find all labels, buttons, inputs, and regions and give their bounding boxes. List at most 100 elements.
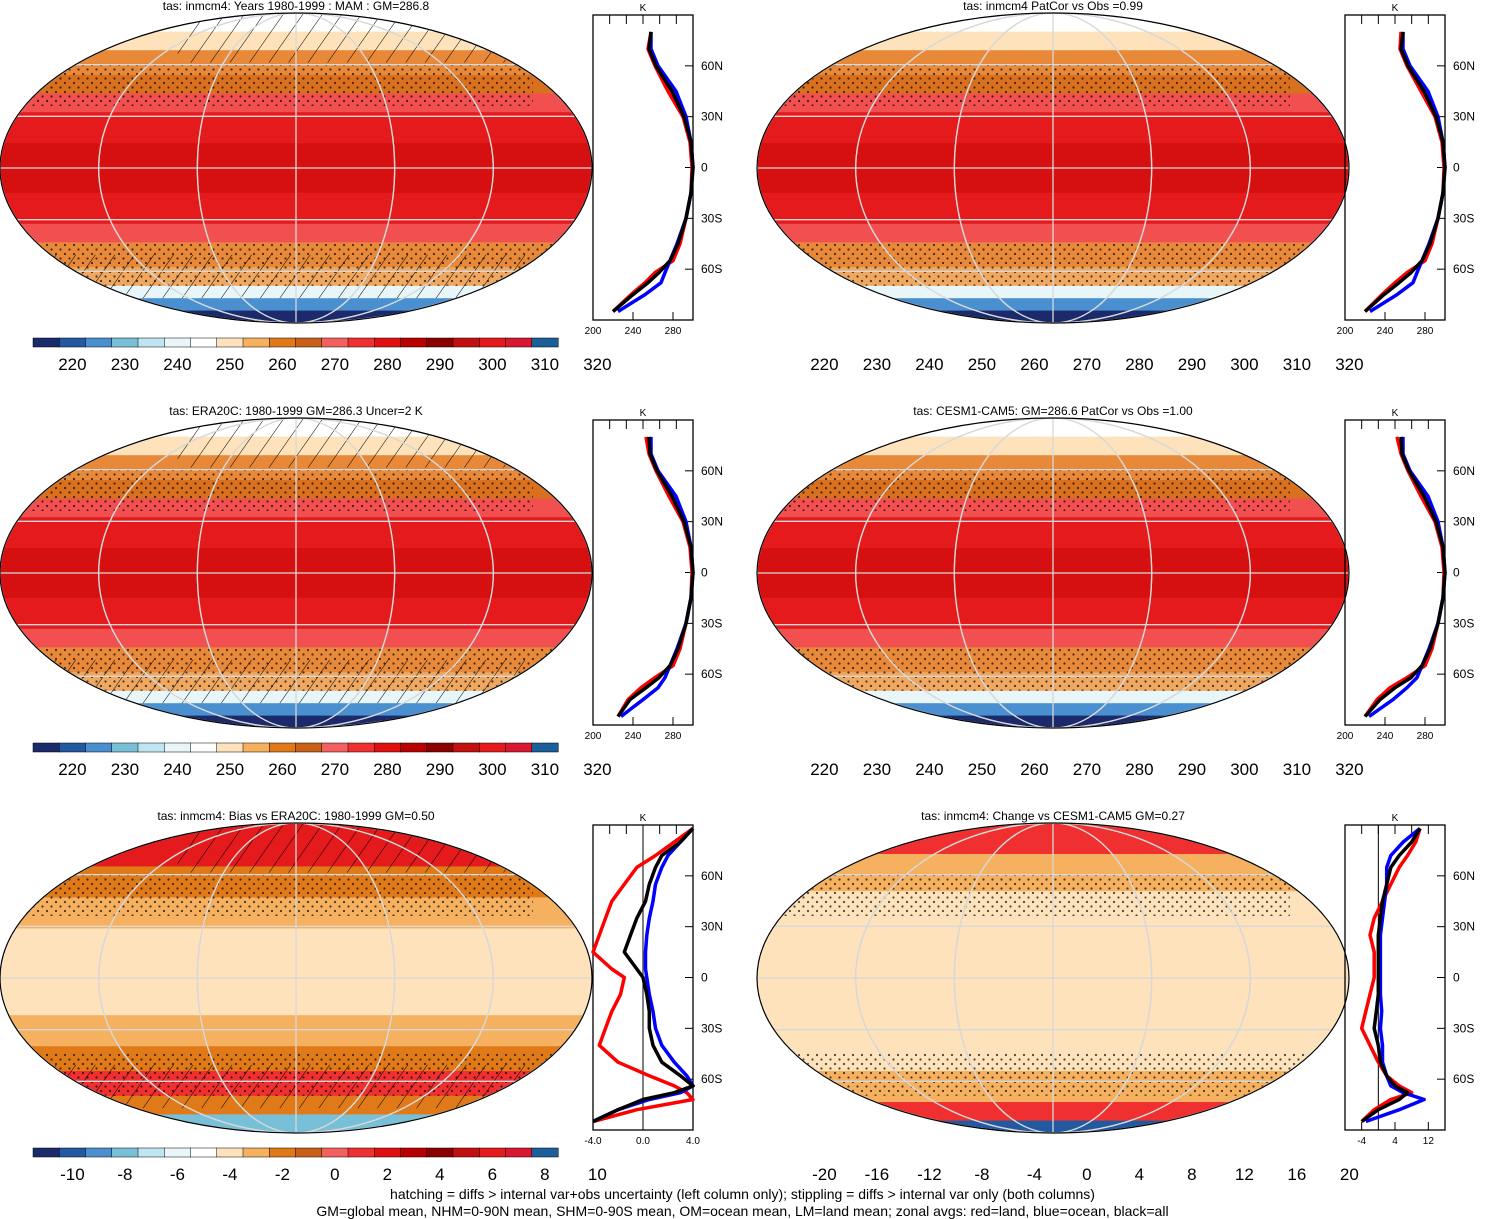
colorbar-swatch — [137, 1147, 165, 1158]
graticule-lon — [855, 418, 1251, 728]
zonal-series-ocean — [1369, 31, 1447, 313]
colorbar-tick-label: 290 — [1178, 760, 1206, 779]
colorbar-tick-label: 240 — [915, 760, 943, 779]
colorbar-swatch — [85, 1147, 113, 1158]
colorbar-tick-label: 230 — [863, 355, 891, 374]
colorbar-tick-label: 16 — [1287, 1165, 1306, 1184]
zonal-series-land — [616, 436, 694, 718]
colorbar-swatch — [216, 742, 244, 753]
zonal-y-tick-label: 60N — [701, 59, 723, 73]
colorbar-swatch — [164, 1147, 192, 1158]
stipple-overlay — [0, 467, 533, 511]
colorbar-tick-label: 280 — [373, 760, 401, 779]
colorbar-tick-label: 300 — [1230, 760, 1258, 779]
zonal-series-all — [1363, 436, 1447, 718]
stipple-overlay — [0, 872, 533, 916]
panel-3: tas: ERA20C: 1980-1999 GM=286.3 Uncer=2 … — [0, 404, 723, 779]
zonal-y-tick-label: 60N — [1453, 59, 1475, 73]
colorbar-swatch — [531, 1147, 559, 1158]
zonal-y-tick-label: 30N — [701, 920, 723, 934]
zonal-x-tick-label: 240 — [625, 731, 642, 742]
panel-5: tas: inmcm4: Bias vs ERA20C: 1980-1999 G… — [0, 809, 723, 1184]
colorbar-swatch — [216, 1147, 244, 1158]
zonal-series-all — [616, 436, 695, 718]
zonal-series-all — [611, 31, 695, 313]
map-outline — [756, 417, 1350, 729]
zonal-series-land — [611, 31, 694, 313]
colorbar-tick-label: -12 — [917, 1165, 942, 1184]
colorbar-swatch — [426, 742, 454, 753]
zonal-y-tick-label: 30S — [701, 1021, 722, 1035]
stipple-overlay — [757, 467, 1290, 511]
colorbar-swatch — [479, 337, 507, 348]
colorbar-swatch — [400, 1147, 428, 1158]
stipple-overlay — [0, 62, 533, 106]
colorbar-swatch — [164, 742, 192, 753]
map-title: tas: inmcm4: Years 1980-1999 : MAM : GM=… — [163, 0, 430, 13]
zonal-unit-label: K — [1392, 3, 1399, 14]
colorbar-tick-label: 8 — [1187, 1165, 1196, 1184]
colorbar-swatch — [479, 742, 507, 753]
graticule-lon — [98, 418, 494, 728]
zonal-x-tick-label: 12 — [1423, 1136, 1435, 1147]
map-outline — [0, 822, 593, 1134]
graticule-lon — [953, 418, 1153, 728]
colorbar-tick-label: -20 — [812, 1165, 837, 1184]
colorbar-tick-label: -8 — [974, 1165, 989, 1184]
colorbar-tick-label: 310 — [1283, 355, 1311, 374]
colorbar-tick-label: 12 — [1235, 1165, 1254, 1184]
zonal-y-tick-label: 30S — [1453, 616, 1474, 630]
colorbar-swatch — [374, 337, 402, 348]
zonal-series-ocean — [1365, 827, 1426, 1124]
zonal-profile: K 200 240 280 60N 30N 0 30S 60S — [1337, 408, 1475, 742]
colorbar-swatch — [400, 742, 428, 753]
colorbar-swatch — [269, 337, 297, 348]
zonal-x-tick-label: 280 — [665, 731, 682, 742]
colorbar-swatch — [374, 1147, 402, 1158]
graticule-lon — [855, 823, 1251, 1133]
map-outline — [756, 822, 1350, 1134]
colorbar-tick-label: 290 — [1178, 355, 1206, 374]
colorbar-swatch — [242, 1147, 270, 1158]
zonal-x-tick-label: 280 — [1417, 731, 1434, 742]
zonal-unit-label: K — [640, 3, 647, 14]
zonal-frame — [1344, 14, 1446, 321]
colorbar-swatch — [137, 337, 165, 348]
map-field — [757, 823, 1349, 1133]
zonal-y-tick-label: 30S — [1453, 211, 1474, 225]
colorbar-tick-label: 270 — [321, 760, 349, 779]
zonal-y-tick-label: 0 — [1453, 161, 1460, 175]
colorbar-tick-label: 2 — [383, 1165, 392, 1184]
zonal-y-tick-label: 0 — [701, 161, 708, 175]
zonal-unit-label: K — [1392, 813, 1399, 824]
colorbar-swatch — [32, 742, 60, 753]
zonal-x-tick-label: 4.0 — [686, 1136, 700, 1147]
map-outline — [0, 12, 593, 324]
graticule-lon — [196, 13, 396, 323]
zonal-x-tick-label: 240 — [1377, 326, 1394, 337]
colorbar-tick-label: 270 — [1073, 355, 1101, 374]
zonal-series-all — [1360, 827, 1422, 1123]
zonal-x-tick-label: 200 — [585, 326, 602, 337]
zonal-y-tick-label: 60S — [1453, 667, 1474, 681]
zonal-series-all — [1363, 31, 1447, 313]
colorbar-tick-label: 290 — [426, 355, 454, 374]
colorbar-swatch — [321, 337, 349, 348]
colorbar-swatch — [347, 337, 375, 348]
colorbar-swatch — [137, 742, 165, 753]
colorbar-tick-label: -8 — [117, 1165, 132, 1184]
zonal-y-tick-label: 30S — [701, 211, 722, 225]
stipple-overlay — [757, 62, 1290, 106]
zonal-y-tick-label: 30N — [1453, 920, 1475, 934]
zonal-y-tick-label: 60S — [701, 262, 722, 276]
zonal-y-tick-label: 0 — [1453, 971, 1460, 985]
colorbar-swatch — [164, 337, 192, 348]
zonal-unit-label: K — [640, 408, 647, 419]
zonal-y-tick-label: 30N — [701, 515, 723, 529]
colorbar-tick-label: 20 — [1340, 1165, 1359, 1184]
panel-4: tas: CESM1-CAM5: GM=286.6 PatCor vs Obs … — [756, 404, 1475, 779]
zonal-y-tick-label: 30N — [1453, 110, 1475, 124]
colorbar-swatch — [321, 742, 349, 753]
footer-note-legend: GM=global mean, NHM=0-90N mean, SHM=0-90… — [316, 1203, 1169, 1219]
